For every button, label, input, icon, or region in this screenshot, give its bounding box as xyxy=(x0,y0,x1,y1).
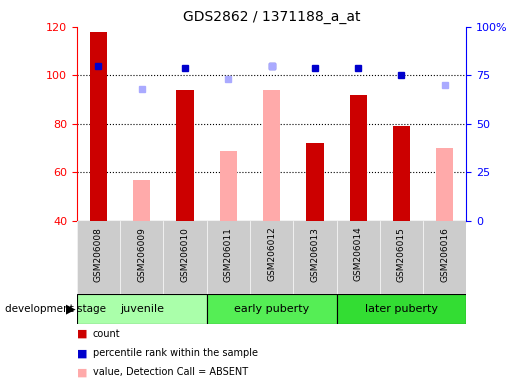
Bar xyxy=(393,126,410,221)
Text: GSM206014: GSM206014 xyxy=(354,227,363,281)
Bar xyxy=(337,294,466,324)
Bar xyxy=(349,95,367,221)
Bar xyxy=(90,32,107,221)
Bar xyxy=(306,143,323,221)
Bar xyxy=(133,180,151,221)
Text: juvenile: juvenile xyxy=(120,304,164,314)
Text: value, Detection Call = ABSENT: value, Detection Call = ABSENT xyxy=(93,367,248,377)
Text: GSM206009: GSM206009 xyxy=(137,227,146,281)
Text: GSM206011: GSM206011 xyxy=(224,227,233,281)
Bar xyxy=(436,148,453,221)
Text: ■: ■ xyxy=(77,329,87,339)
Text: GSM206016: GSM206016 xyxy=(440,227,449,281)
Text: ■: ■ xyxy=(77,348,87,358)
Text: development stage: development stage xyxy=(5,304,107,314)
Bar xyxy=(207,294,337,324)
Text: percentile rank within the sample: percentile rank within the sample xyxy=(93,348,258,358)
Text: GSM206012: GSM206012 xyxy=(267,227,276,281)
Text: GSM206013: GSM206013 xyxy=(311,227,320,281)
Text: GSM206015: GSM206015 xyxy=(397,227,406,281)
Text: GSM206008: GSM206008 xyxy=(94,227,103,281)
Text: ■: ■ xyxy=(77,367,87,377)
Text: GSM206010: GSM206010 xyxy=(181,227,190,281)
Bar xyxy=(77,294,207,324)
Bar xyxy=(176,90,193,221)
Bar xyxy=(263,90,280,221)
Text: count: count xyxy=(93,329,120,339)
Bar xyxy=(219,151,237,221)
Text: early puberty: early puberty xyxy=(234,304,309,314)
Title: GDS2862 / 1371188_a_at: GDS2862 / 1371188_a_at xyxy=(183,10,360,25)
Text: later puberty: later puberty xyxy=(365,304,438,314)
Text: ▶: ▶ xyxy=(66,303,76,316)
